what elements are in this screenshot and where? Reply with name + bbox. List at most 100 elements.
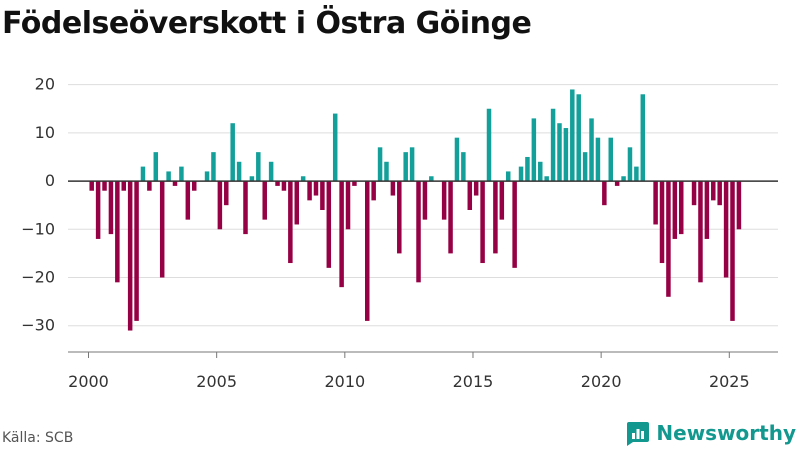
y-tick-label: −20: [21, 268, 55, 287]
bar: [698, 181, 703, 283]
newsworthy-logo-icon: [627, 422, 650, 446]
bar: [409, 147, 415, 182]
bar: [300, 176, 306, 182]
y-tick-label: −10: [21, 219, 55, 238]
y-axis-labels: 20 10 0 −10 −20 −30: [21, 75, 55, 335]
x-tick-label: 2010: [324, 372, 365, 391]
bar: [429, 176, 434, 182]
bar: [538, 161, 543, 182]
source-note: Källa: SCB: [2, 430, 74, 446]
bar: [326, 181, 332, 268]
bar: [416, 181, 421, 283]
bar: [121, 181, 126, 191]
bar: [448, 181, 453, 254]
bar: [544, 176, 549, 182]
bar: [525, 156, 530, 182]
y-tick-label: 10: [35, 123, 55, 142]
bar: [570, 89, 575, 182]
bar: [320, 181, 325, 210]
y-tick-label: 0: [45, 171, 55, 190]
bar: [627, 147, 633, 182]
bar: [659, 181, 665, 264]
bar: [557, 123, 562, 182]
bar: [614, 181, 620, 186]
bar: [345, 181, 351, 230]
brand-logo[interactable]: Newsworthy: [624, 420, 796, 446]
bar: [115, 181, 120, 283]
bar: [262, 181, 267, 220]
bar: [172, 181, 178, 186]
bar: [230, 123, 235, 182]
bar: [441, 181, 447, 220]
bar: [249, 176, 255, 182]
bar: [454, 137, 460, 182]
bar: [371, 181, 376, 201]
bar: [736, 181, 742, 230]
bar: [179, 166, 184, 182]
bar: [518, 166, 524, 182]
bar: [108, 181, 114, 235]
bar: [288, 181, 293, 264]
chart-title: Födelseöverskott i Östra Göinge: [2, 6, 532, 41]
bar: [461, 152, 466, 182]
bar: [691, 181, 697, 206]
bar: [666, 181, 671, 297]
bar: [493, 181, 498, 254]
bar: [467, 181, 473, 210]
bar: [595, 137, 601, 182]
bar: [166, 171, 171, 182]
bar: [332, 113, 338, 182]
bar: [95, 181, 101, 239]
bar: [704, 181, 710, 239]
bar: [653, 181, 658, 225]
bar: [243, 181, 248, 235]
bar: [377, 147, 383, 182]
bar: [582, 152, 588, 182]
bar: [711, 181, 716, 201]
bar: [236, 161, 242, 182]
x-tick-label: 2000: [68, 372, 109, 391]
bar: [589, 118, 594, 182]
bar: [730, 181, 735, 321]
bar: [608, 137, 614, 182]
bar: [224, 181, 229, 206]
bar: [602, 181, 607, 206]
bar: [294, 181, 300, 225]
bar: [89, 181, 94, 191]
bar: [531, 118, 537, 182]
bar: [390, 181, 396, 196]
bar: [281, 181, 287, 191]
bar: [268, 161, 274, 182]
x-axis: 2000 2005 2010 2015 2020 2025: [68, 351, 778, 391]
bar: [191, 181, 197, 191]
bar: [147, 181, 152, 191]
bar: [397, 181, 402, 254]
x-tick-label: 2005: [196, 372, 237, 391]
bar: [563, 128, 569, 182]
bar: [127, 181, 133, 331]
bar: [717, 181, 722, 206]
bar: [422, 181, 428, 220]
bar: [275, 181, 280, 186]
bar: [550, 108, 556, 182]
bar: [672, 181, 678, 239]
x-tick-label: 2015: [453, 372, 494, 391]
y-tick-label: 20: [35, 75, 55, 94]
x-tick-label: 2025: [709, 372, 750, 391]
bar: [256, 152, 261, 182]
gridlines: [68, 84, 778, 327]
bar: [621, 176, 626, 182]
bar: [159, 181, 165, 278]
bar: [153, 152, 159, 182]
bar: [102, 181, 107, 191]
bar: [307, 181, 312, 201]
bar: [140, 166, 146, 182]
bar: [217, 181, 223, 230]
bar: [365, 181, 370, 321]
bar: [480, 181, 485, 264]
bar: [505, 171, 511, 182]
y-tick-label: −30: [21, 316, 55, 335]
bar: [473, 181, 479, 196]
bar: [313, 181, 319, 196]
